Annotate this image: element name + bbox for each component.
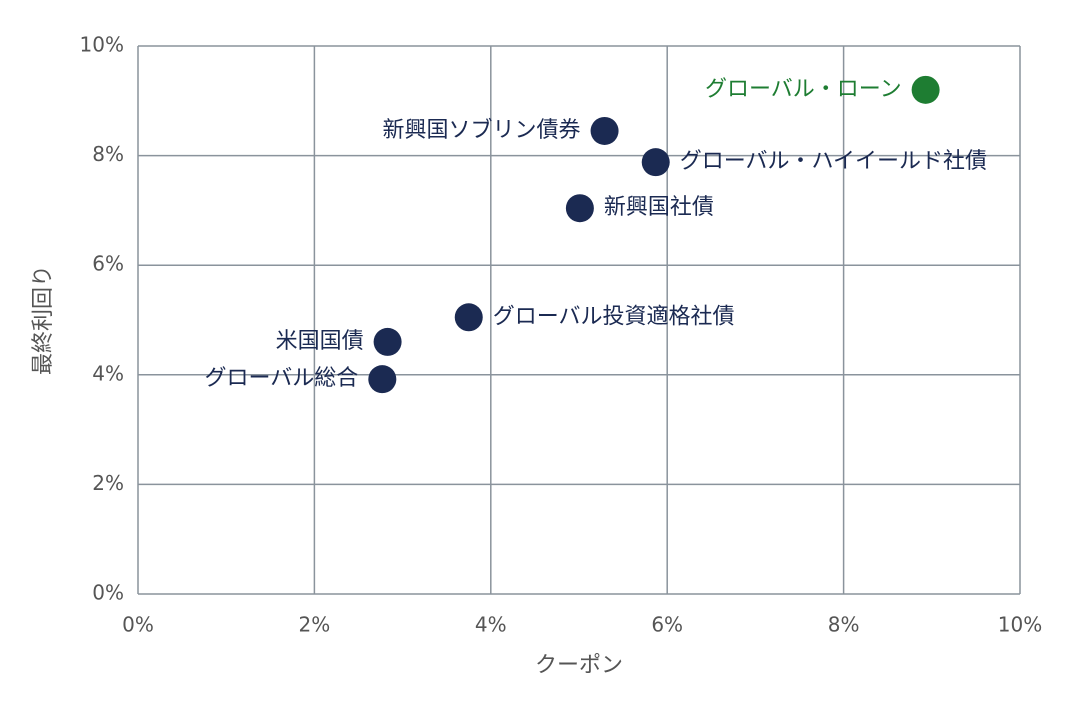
point-label: グローバル総合 [205,366,359,391]
y-tick-label: 2% [92,471,124,495]
point-label: 米国国債 [276,329,364,354]
y-tick-label: 0% [92,581,124,605]
point-label: 新興国社債 [604,195,714,220]
point [641,148,670,177]
point [565,194,594,223]
point-label: グローバル投資適格社債 [493,304,735,329]
point [373,327,402,356]
x-tick-label: 0% [122,613,154,637]
point [454,303,483,332]
point-label: 新興国ソブリン債券 [383,118,581,143]
x-tick-label: 6% [651,613,683,637]
point [911,75,940,104]
x-tick-label: 10% [998,613,1042,637]
x-tick-label: 4% [475,613,507,637]
point [590,116,619,145]
x-tick-label: 8% [828,613,860,637]
y-tick-label: 8% [92,142,124,166]
point-label: グローバル・ローン [705,77,902,102]
point [368,365,397,394]
y-tick-label: 10% [80,33,124,57]
y-tick-label: 4% [92,361,124,385]
point-label: グローバル・ハイイールド社債 [680,149,987,174]
y-axis-title: 最終利回り [31,265,56,375]
x-axis-title: クーポン [535,653,623,678]
y-tick-label: 6% [92,252,124,276]
x-tick-label: 2% [299,613,331,637]
